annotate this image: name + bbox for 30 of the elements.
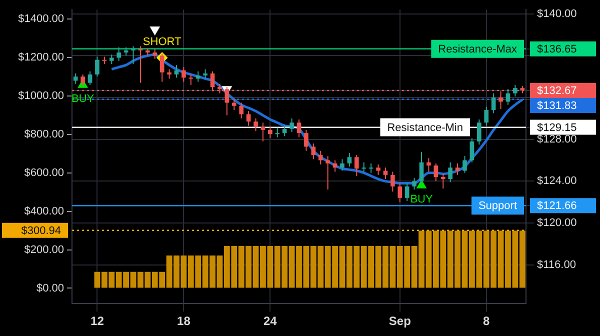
ref-line-label: Support	[478, 200, 517, 212]
ref-line-label: $300.94	[21, 224, 61, 237]
y2-tick-label: $124.00	[537, 175, 577, 188]
y2-tick-label: $132.67	[537, 85, 577, 98]
y-tick-label: $600.00	[24, 166, 64, 179]
x-tick-label: 12	[90, 314, 104, 328]
ref-line-label: Resistance-Min	[387, 122, 464, 134]
y-tick-label: $800.00	[24, 128, 64, 141]
y2-tick-label: $121.66	[537, 200, 577, 212]
y2-tick-label: $136.65	[537, 43, 577, 56]
y2-tick-label: $116.00	[537, 258, 576, 271]
y2-tick-label: $128.00	[537, 133, 577, 146]
y-tick-label: $1200.00	[18, 52, 64, 64]
y2-tick-label: $131.83	[537, 100, 577, 112]
y-tick-label: $1000.00	[18, 90, 64, 102]
y2-tick-label: $129.15	[537, 122, 577, 134]
data-label: BUY	[71, 92, 95, 105]
y-tick-label: $400.00	[24, 205, 64, 218]
x-tick-label: Sep	[388, 314, 411, 328]
data-label: BUY	[410, 193, 434, 206]
y2-tick-label: $120.00	[537, 217, 577, 230]
x-tick-label: 18	[177, 314, 191, 328]
y-tick-label: $0.00	[36, 282, 64, 294]
y-tick-label: $200.00	[24, 244, 64, 256]
ref-line-label: Resistance-Max	[438, 43, 518, 56]
data-label: SHORT	[142, 36, 182, 48]
x-tick-label: 8	[483, 314, 490, 328]
y-tick-label: $1400.00	[18, 13, 64, 26]
x-tick-label: 24	[263, 314, 278, 328]
y2-tick-label: $140.00	[537, 8, 577, 20]
